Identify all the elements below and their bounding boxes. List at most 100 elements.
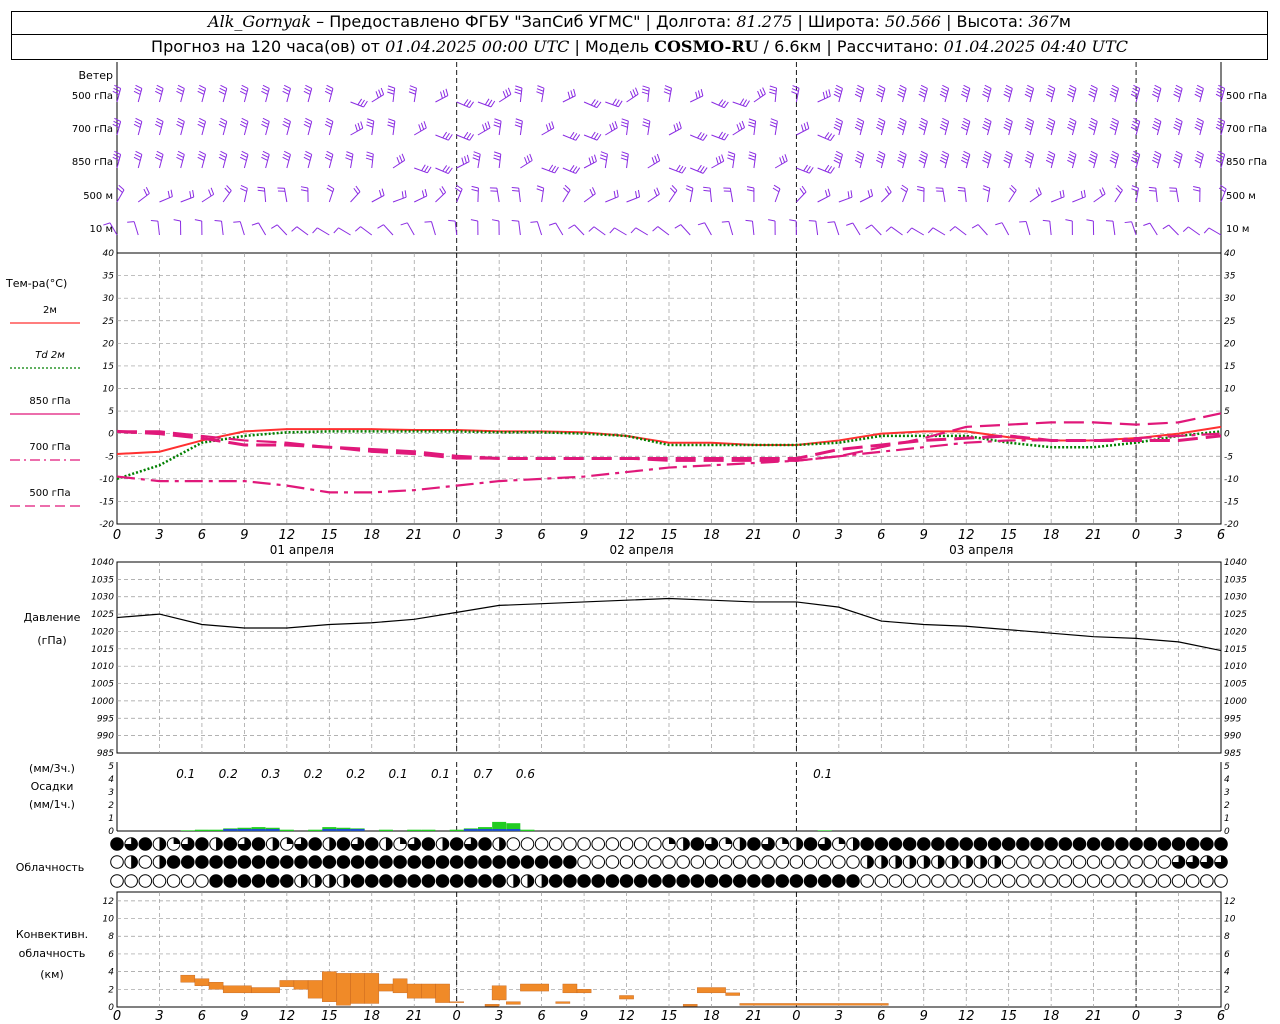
wind-barb-flag bbox=[854, 126, 862, 131]
temp-hour-tick: 3 bbox=[835, 528, 843, 543]
wind-barb-flag bbox=[769, 88, 777, 92]
wind-barb-flag bbox=[282, 123, 290, 128]
wind-barb-flag bbox=[283, 153, 290, 158]
wind-barb-flag bbox=[779, 157, 783, 165]
wind-barb-flag bbox=[1067, 126, 1074, 131]
precip-bar bbox=[209, 829, 224, 831]
cloud-symbol bbox=[959, 874, 974, 888]
wind-barb-flag bbox=[1109, 126, 1117, 131]
wind-barb-shaft bbox=[137, 193, 150, 203]
wind-barb-shaft bbox=[536, 221, 543, 236]
wind-barb-flag bbox=[983, 153, 991, 158]
wind-barb-shaft bbox=[201, 121, 207, 136]
wind-barb-shaft bbox=[180, 196, 194, 203]
wind-barb-shaft bbox=[317, 227, 330, 236]
cloud-symbol-fill bbox=[980, 855, 987, 869]
wind-barb-flag bbox=[757, 90, 761, 98]
cloud-symbol bbox=[478, 855, 492, 869]
wind-barb-flag bbox=[360, 99, 365, 107]
cloud-symbol bbox=[421, 855, 436, 869]
wind-barb-flag bbox=[781, 155, 786, 163]
wind-barb-flag bbox=[920, 150, 928, 155]
wind-barb-flag bbox=[643, 118, 651, 122]
wind-barb-shaft bbox=[496, 188, 500, 203]
temp-ytick-left: 40 bbox=[103, 249, 115, 259]
cloud-symbol bbox=[1129, 855, 1143, 869]
wind-barb-flag bbox=[1152, 126, 1159, 131]
wind-barb-flag bbox=[1153, 120, 1161, 125]
cloud-symbol-fill bbox=[442, 837, 449, 851]
wind-barb-shaft bbox=[1135, 88, 1141, 103]
wind-barb-flag bbox=[983, 156, 990, 161]
wind-barb-flag bbox=[548, 164, 554, 172]
pressure-ytick-left: 1005 bbox=[91, 680, 114, 690]
wind-barb-flag bbox=[199, 84, 206, 89]
wind-barb-flag bbox=[611, 122, 616, 130]
pressure-ytick-left: 1010 bbox=[91, 662, 114, 672]
wind-barb-flag bbox=[697, 222, 705, 226]
cloud-symbol bbox=[563, 837, 577, 851]
wind-barb-flag bbox=[718, 155, 722, 163]
wind-barb-flag bbox=[1090, 117, 1098, 122]
wind-barb-flag bbox=[1111, 120, 1118, 125]
wind-barb-flag bbox=[699, 166, 705, 173]
cloud-symbol bbox=[534, 837, 549, 851]
wind-barb-flag bbox=[324, 123, 332, 128]
precip-3h-amount: 0.1 bbox=[431, 767, 450, 781]
precip-3h-amount: 0.6 bbox=[516, 767, 535, 781]
wind-barb-flag bbox=[1005, 87, 1012, 92]
precip-ytick-right: 2 bbox=[1224, 801, 1230, 811]
wind-barb-shaft bbox=[413, 127, 427, 136]
cloud-symbol-fill bbox=[407, 837, 421, 851]
cloud-symbol-fill bbox=[343, 874, 350, 888]
cloud-symbol-fill bbox=[818, 837, 831, 851]
conv-cloud-bar bbox=[555, 1001, 571, 1004]
cloud-symbol-fill bbox=[329, 837, 336, 851]
conv-cloud-bar bbox=[392, 978, 408, 994]
wind-barb-flag bbox=[642, 124, 650, 128]
pressure-ytick-right: 985 bbox=[1224, 749, 1241, 759]
cloud-symbol bbox=[817, 874, 832, 888]
wind-barb-flag bbox=[378, 89, 382, 97]
cloud-symbol bbox=[166, 855, 181, 869]
cloud-symbol bbox=[548, 874, 563, 888]
wind-barb-flag bbox=[984, 117, 992, 122]
wind-barb-flag bbox=[177, 117, 185, 122]
wind-barb-flag bbox=[473, 154, 480, 158]
wind-barb-flag bbox=[675, 164, 681, 172]
wind-barb-flag bbox=[421, 190, 425, 198]
wind-barb-shaft bbox=[690, 134, 704, 141]
wind-barb-flag bbox=[736, 124, 740, 132]
cloud-symbol bbox=[534, 855, 549, 869]
conv-cloud-bar bbox=[251, 987, 280, 994]
temp-ytick-left: -15 bbox=[99, 497, 114, 507]
wind-barb-flag bbox=[387, 88, 395, 92]
pressure-ytick-left: 985 bbox=[97, 749, 114, 759]
wind-barb-flag bbox=[1215, 159, 1223, 164]
wind-barb-shaft bbox=[944, 154, 950, 169]
wind-barb-flag bbox=[681, 166, 687, 174]
cloud-symbol bbox=[166, 874, 181, 888]
wind-barb-flag bbox=[590, 99, 596, 106]
wind-barb-flag bbox=[511, 186, 519, 189]
precip-bar bbox=[180, 830, 195, 831]
wind-barb-flag bbox=[961, 156, 969, 161]
wind-barb-flag bbox=[715, 157, 719, 165]
cloud-symbol bbox=[775, 855, 790, 869]
temp-hour-tick: 18 bbox=[703, 528, 720, 543]
cloud-symbol bbox=[789, 855, 804, 869]
precip-bar-conv bbox=[492, 829, 507, 831]
cloud-symbol bbox=[1143, 874, 1158, 888]
cloud-symbol-fill bbox=[1200, 855, 1214, 869]
wind-barb-shaft bbox=[880, 154, 886, 169]
cloud-symbol bbox=[945, 837, 959, 851]
cloud-symbol-fill bbox=[315, 874, 322, 888]
wind-barb-flag bbox=[400, 222, 408, 226]
wind-barb-shaft bbox=[1093, 88, 1098, 103]
cloud-symbol bbox=[421, 874, 436, 888]
wind-barb-flag bbox=[616, 189, 619, 197]
wind-barb-shaft bbox=[180, 154, 185, 169]
wind-barb-flag bbox=[1175, 84, 1183, 89]
cloud-symbol bbox=[619, 837, 634, 851]
wind-barb-shaft bbox=[562, 134, 576, 141]
